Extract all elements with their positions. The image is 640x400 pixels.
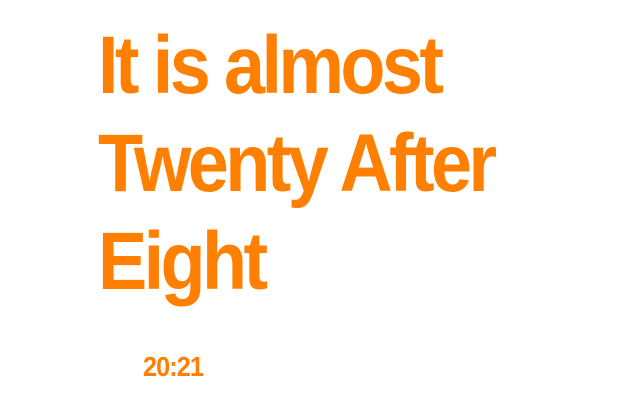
digital-time: 20:21 — [143, 351, 204, 382]
word-clock-phrase: It is almost Twenty After Eight — [98, 17, 566, 311]
phrase-line-3: Eight — [98, 216, 268, 307]
phrase-line-2: Twenty After — [98, 118, 497, 209]
phrase-line-1: It is almost — [98, 20, 444, 111]
